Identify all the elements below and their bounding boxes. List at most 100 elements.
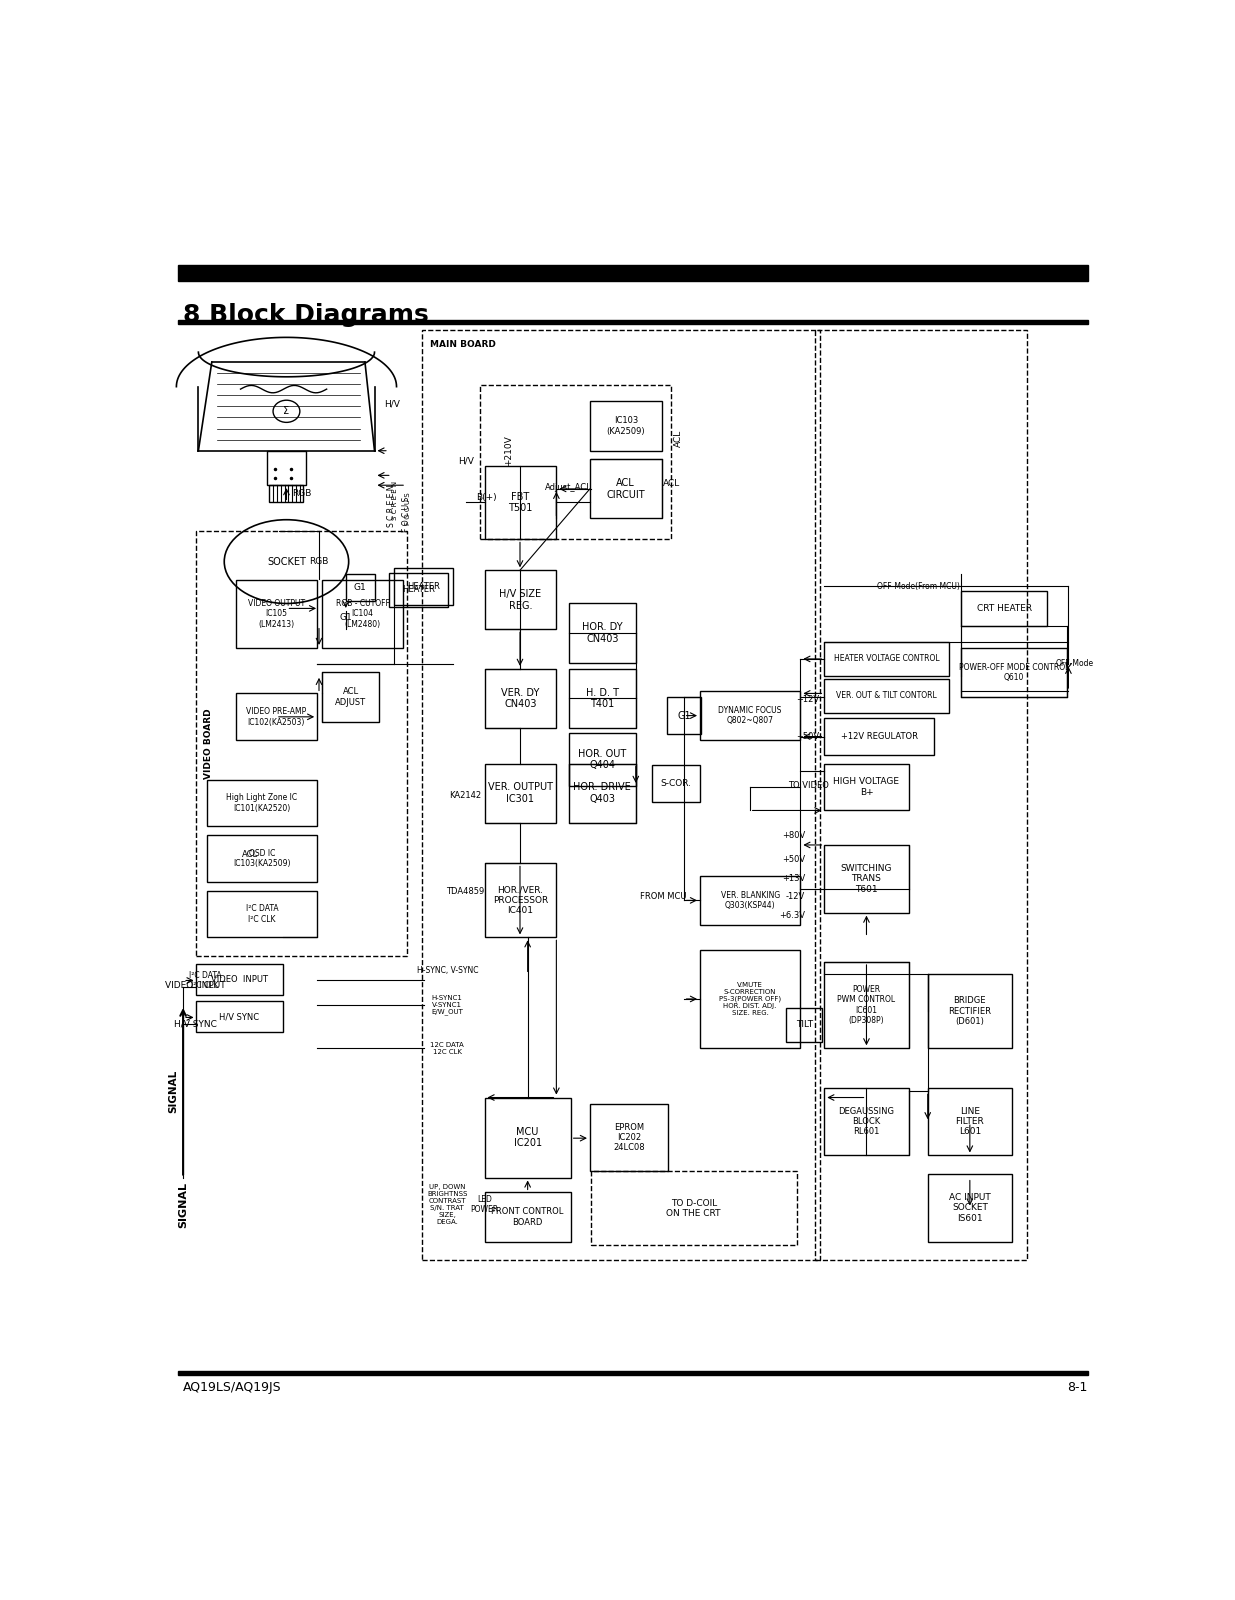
Bar (825, 718, 935, 755)
Bar (207, 779, 317, 827)
Text: +210V: +210V (504, 435, 513, 466)
Bar (927, 1088, 1011, 1155)
Bar (569, 669, 636, 728)
Text: AQ19LS/AQ19JS: AQ19LS/AQ19JS (183, 1381, 282, 1394)
Text: +6.3V: +6.3V (779, 910, 805, 920)
Bar (927, 1174, 1011, 1242)
Text: POWER-OFF MODE CONTROL
Q610: POWER-OFF MODE CONTROL Q610 (958, 662, 1070, 682)
Text: HEATER VOLTAGE CONTROL: HEATER VOLTAGE CONTROL (834, 654, 940, 664)
Bar (590, 1171, 797, 1245)
Bar (236, 693, 317, 741)
Bar (178, 320, 1088, 323)
Bar (484, 1098, 571, 1178)
Text: RGB: RGB (309, 557, 329, 566)
Bar (815, 330, 1028, 1261)
Text: ACL: ACL (674, 430, 683, 446)
Text: VIDEO OUTPUT
IC105
(LM2413): VIDEO OUTPUT IC105 (LM2413) (248, 598, 305, 629)
Bar (667, 698, 701, 734)
Text: HEATER: HEATER (406, 582, 440, 590)
Text: DYNAMIC FOCUS
Q802~Q807: DYNAMIC FOCUS Q802~Q807 (719, 706, 782, 725)
Text: S-COR.: S-COR. (661, 779, 692, 787)
Bar (569, 763, 636, 822)
Bar (825, 962, 909, 1048)
Bar (196, 1002, 283, 1032)
Bar (322, 672, 379, 722)
Bar (346, 574, 374, 602)
Text: V.MUTE
S-CORRECTION
PS-3(POWER OFF)
HOR. DIST. ADJ.
SIZE. REG.: V.MUTE S-CORRECTION PS-3(POWER OFF) HOR.… (719, 982, 782, 1016)
Text: EPROM
IC202
24LC08: EPROM IC202 24LC08 (614, 1123, 645, 1152)
Text: SIGNAL: SIGNAL (178, 1182, 188, 1227)
Text: -12V: -12V (785, 893, 805, 901)
Bar (178, 1371, 1088, 1374)
Text: +12V REGULATOR: +12V REGULATOR (841, 733, 918, 741)
Text: HOR. DY
CN403: HOR. DY CN403 (582, 622, 622, 643)
Text: H-SYNC1
V-SYNC1
E/W_OUT: H-SYNC1 V-SYNC1 E/W_OUT (431, 995, 463, 1016)
Bar (484, 864, 556, 938)
Text: ACL: ACL (663, 480, 679, 488)
Text: 12C DATA
12C CLK: 12C DATA 12C CLK (430, 1042, 464, 1054)
Bar (484, 1192, 571, 1242)
Text: +12V: +12V (797, 694, 820, 704)
Text: VER. OUT & TILT CONTORL: VER. OUT & TILT CONTORL (836, 691, 937, 701)
Bar (590, 459, 662, 518)
Bar (207, 891, 317, 938)
Bar (196, 531, 408, 955)
Text: RGB - CUTOFF
IC104
(LM2480): RGB - CUTOFF IC104 (LM2480) (336, 598, 389, 629)
Text: G1: G1 (677, 710, 690, 720)
Bar (825, 763, 909, 811)
Text: POWER
PWM CONTROL
IC601
(DP308P): POWER PWM CONTROL IC601 (DP308P) (837, 986, 895, 1026)
Bar (267, 451, 305, 485)
Text: VER. OUTPUT
IC301: VER. OUTPUT IC301 (488, 782, 553, 805)
Bar (422, 330, 820, 1261)
Text: VIDEO  INPUT: VIDEO INPUT (211, 976, 268, 984)
Text: 8-1: 8-1 (1067, 1381, 1088, 1394)
Text: ACL
CIRCUIT: ACL CIRCUIT (606, 478, 645, 499)
Text: HEATER: HEATER (403, 586, 435, 595)
Text: I²C DATA
I²C CLK: I²C DATA I²C CLK (246, 904, 278, 923)
Text: H/V: H/V (458, 456, 474, 466)
Bar (322, 581, 403, 648)
Text: H/V SYNC: H/V SYNC (220, 1013, 259, 1021)
Bar (927, 974, 1011, 1048)
Text: KA2142: KA2142 (450, 790, 482, 800)
Text: High Light Zone IC
IC101(KA2520): High Light Zone IC IC101(KA2520) (226, 794, 298, 813)
Text: HOR. DRIVE
Q403: HOR. DRIVE Q403 (573, 782, 631, 805)
Text: BRIDGE
RECTIFIER
(D601): BRIDGE RECTIFIER (D601) (948, 997, 992, 1026)
Bar (590, 402, 662, 451)
Text: VIDEO  INPUT: VIDEO INPUT (165, 981, 226, 990)
Text: TO D-COIL
ON THE CRT: TO D-COIL ON THE CRT (667, 1198, 721, 1218)
Text: MAIN BOARD: MAIN BOARD (430, 339, 496, 349)
Text: H-SYNC, V-SYNC: H-SYNC, V-SYNC (416, 966, 478, 974)
Bar (479, 386, 672, 539)
Text: +80V: +80V (782, 830, 805, 840)
Text: H/V SYNC: H/V SYNC (174, 1019, 217, 1029)
Text: Σ: Σ (283, 406, 289, 416)
Text: FBT
T501: FBT T501 (509, 491, 532, 514)
Text: H. D. T
T401: H. D. T T401 (585, 688, 619, 709)
Bar (590, 1104, 668, 1171)
Text: DEGAUSSING
BLOCK
RL601: DEGAUSSING BLOCK RL601 (839, 1107, 894, 1136)
Text: VIDEO BOARD: VIDEO BOARD (204, 709, 214, 779)
Bar (700, 875, 800, 925)
Text: LED
POWER: LED POWER (471, 1195, 499, 1214)
Bar (825, 1088, 909, 1155)
Text: ACL
ADJUST: ACL ADJUST (335, 688, 366, 707)
Text: TDA4859: TDA4859 (446, 888, 484, 896)
Bar (178, 266, 1088, 282)
Text: TILT: TILT (795, 1021, 813, 1029)
Bar (207, 835, 317, 882)
Text: FROM MCU: FROM MCU (640, 893, 687, 901)
Text: I²C DATA
I²C CLK: I²C DATA I²C CLK (189, 971, 221, 990)
Text: CRT HEATER: CRT HEATER (977, 603, 1032, 613)
Bar (825, 845, 909, 912)
Bar (569, 733, 636, 786)
Bar (484, 466, 556, 539)
Text: H/V: H/V (384, 400, 400, 408)
Text: VER. DY
CN403: VER. DY CN403 (501, 688, 540, 709)
Text: SOCKET: SOCKET (267, 557, 306, 566)
Text: H/V SIZE
REG.: H/V SIZE REG. (499, 589, 541, 611)
Text: LINE
FILTER
L601: LINE FILTER L601 (956, 1107, 984, 1136)
Text: +13V: +13V (782, 874, 805, 883)
Text: RGB: RGB (293, 490, 311, 498)
Text: VER. BLANKING
Q303(KSP44): VER. BLANKING Q303(KSP44) (720, 891, 779, 910)
